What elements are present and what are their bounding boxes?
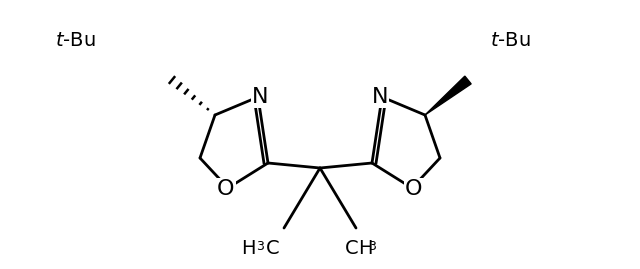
Text: $\it{t}$-Bu: $\it{t}$-Bu xyxy=(55,30,95,49)
Polygon shape xyxy=(425,76,471,115)
Text: N: N xyxy=(252,87,268,107)
Text: C: C xyxy=(344,239,358,257)
Text: C: C xyxy=(266,239,280,257)
Text: H: H xyxy=(241,239,256,257)
Text: 3: 3 xyxy=(368,240,376,253)
Text: H: H xyxy=(358,239,372,257)
Text: $\it{t}$-Bu: $\it{t}$-Bu xyxy=(490,30,531,49)
Text: O: O xyxy=(217,179,235,199)
Text: O: O xyxy=(405,179,423,199)
Text: N: N xyxy=(372,87,388,107)
Text: 3: 3 xyxy=(256,240,264,253)
